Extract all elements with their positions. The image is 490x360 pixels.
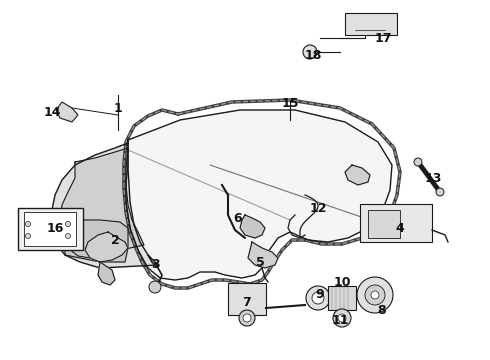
Polygon shape: [98, 262, 115, 285]
Text: 15: 15: [281, 96, 299, 109]
Text: 17: 17: [374, 32, 392, 45]
Text: 10: 10: [333, 275, 351, 288]
Text: 14: 14: [43, 105, 61, 118]
Text: 12: 12: [309, 202, 327, 215]
Text: 11: 11: [331, 314, 349, 327]
Circle shape: [66, 221, 71, 226]
Circle shape: [338, 314, 346, 322]
Text: 4: 4: [395, 221, 404, 234]
Polygon shape: [65, 220, 128, 262]
Polygon shape: [240, 215, 265, 238]
Text: 9: 9: [316, 288, 324, 302]
Text: 8: 8: [378, 303, 386, 316]
Circle shape: [333, 309, 351, 327]
Circle shape: [306, 286, 330, 310]
Bar: [360, 204, 432, 242]
Polygon shape: [126, 110, 392, 280]
Circle shape: [66, 234, 71, 239]
Circle shape: [149, 281, 161, 293]
Text: 16: 16: [47, 221, 64, 234]
Polygon shape: [56, 102, 78, 122]
Text: 5: 5: [256, 256, 265, 270]
Bar: [345, 13, 397, 35]
Bar: [368, 210, 400, 238]
Polygon shape: [60, 148, 144, 258]
Circle shape: [25, 221, 30, 226]
Polygon shape: [52, 140, 158, 268]
Circle shape: [243, 314, 251, 322]
Circle shape: [312, 292, 324, 304]
Text: 3: 3: [151, 258, 159, 271]
Circle shape: [357, 277, 393, 313]
Text: 18: 18: [304, 49, 322, 62]
Circle shape: [436, 188, 444, 196]
Polygon shape: [345, 165, 370, 185]
Polygon shape: [85, 232, 128, 262]
Bar: [328, 286, 356, 310]
Bar: [24, 212, 76, 246]
Text: 2: 2: [111, 234, 120, 247]
Bar: [18, 208, 83, 250]
Text: 7: 7: [242, 296, 250, 309]
Text: 13: 13: [424, 171, 441, 185]
Circle shape: [365, 285, 385, 305]
Circle shape: [239, 310, 255, 326]
Circle shape: [414, 158, 422, 166]
Circle shape: [303, 45, 317, 59]
Polygon shape: [248, 242, 278, 268]
Text: 6: 6: [234, 212, 243, 225]
Circle shape: [25, 234, 30, 239]
Circle shape: [371, 291, 379, 299]
Text: 1: 1: [114, 102, 122, 114]
Bar: [228, 283, 266, 315]
